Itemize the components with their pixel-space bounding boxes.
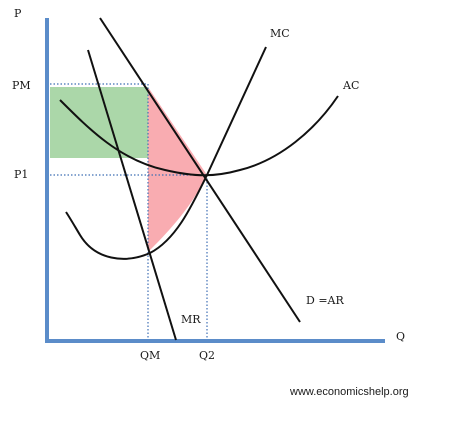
ac-label: AC [342,79,359,92]
q2-label: Q2 [199,349,215,362]
mr-curve [87,49,177,341]
qm-label: QM [140,349,160,362]
mc-curve-lower [65,174,208,260]
pm-label: PM [12,79,31,92]
y-axis-label: P [14,7,22,20]
source-footer: www.economicshelp.org [289,386,409,398]
x-axis-label: Q [396,330,405,343]
ac-curve [59,95,339,177]
demand-curve [99,17,301,323]
deadweight-loss-area [148,87,207,252]
p1-label: P1 [14,168,28,181]
mc-label: MC [270,27,290,40]
mr-label: MR [181,313,201,326]
profit-rectangle [50,87,148,158]
demand-label: D =AR [306,294,344,307]
mc-curve [206,46,267,176]
